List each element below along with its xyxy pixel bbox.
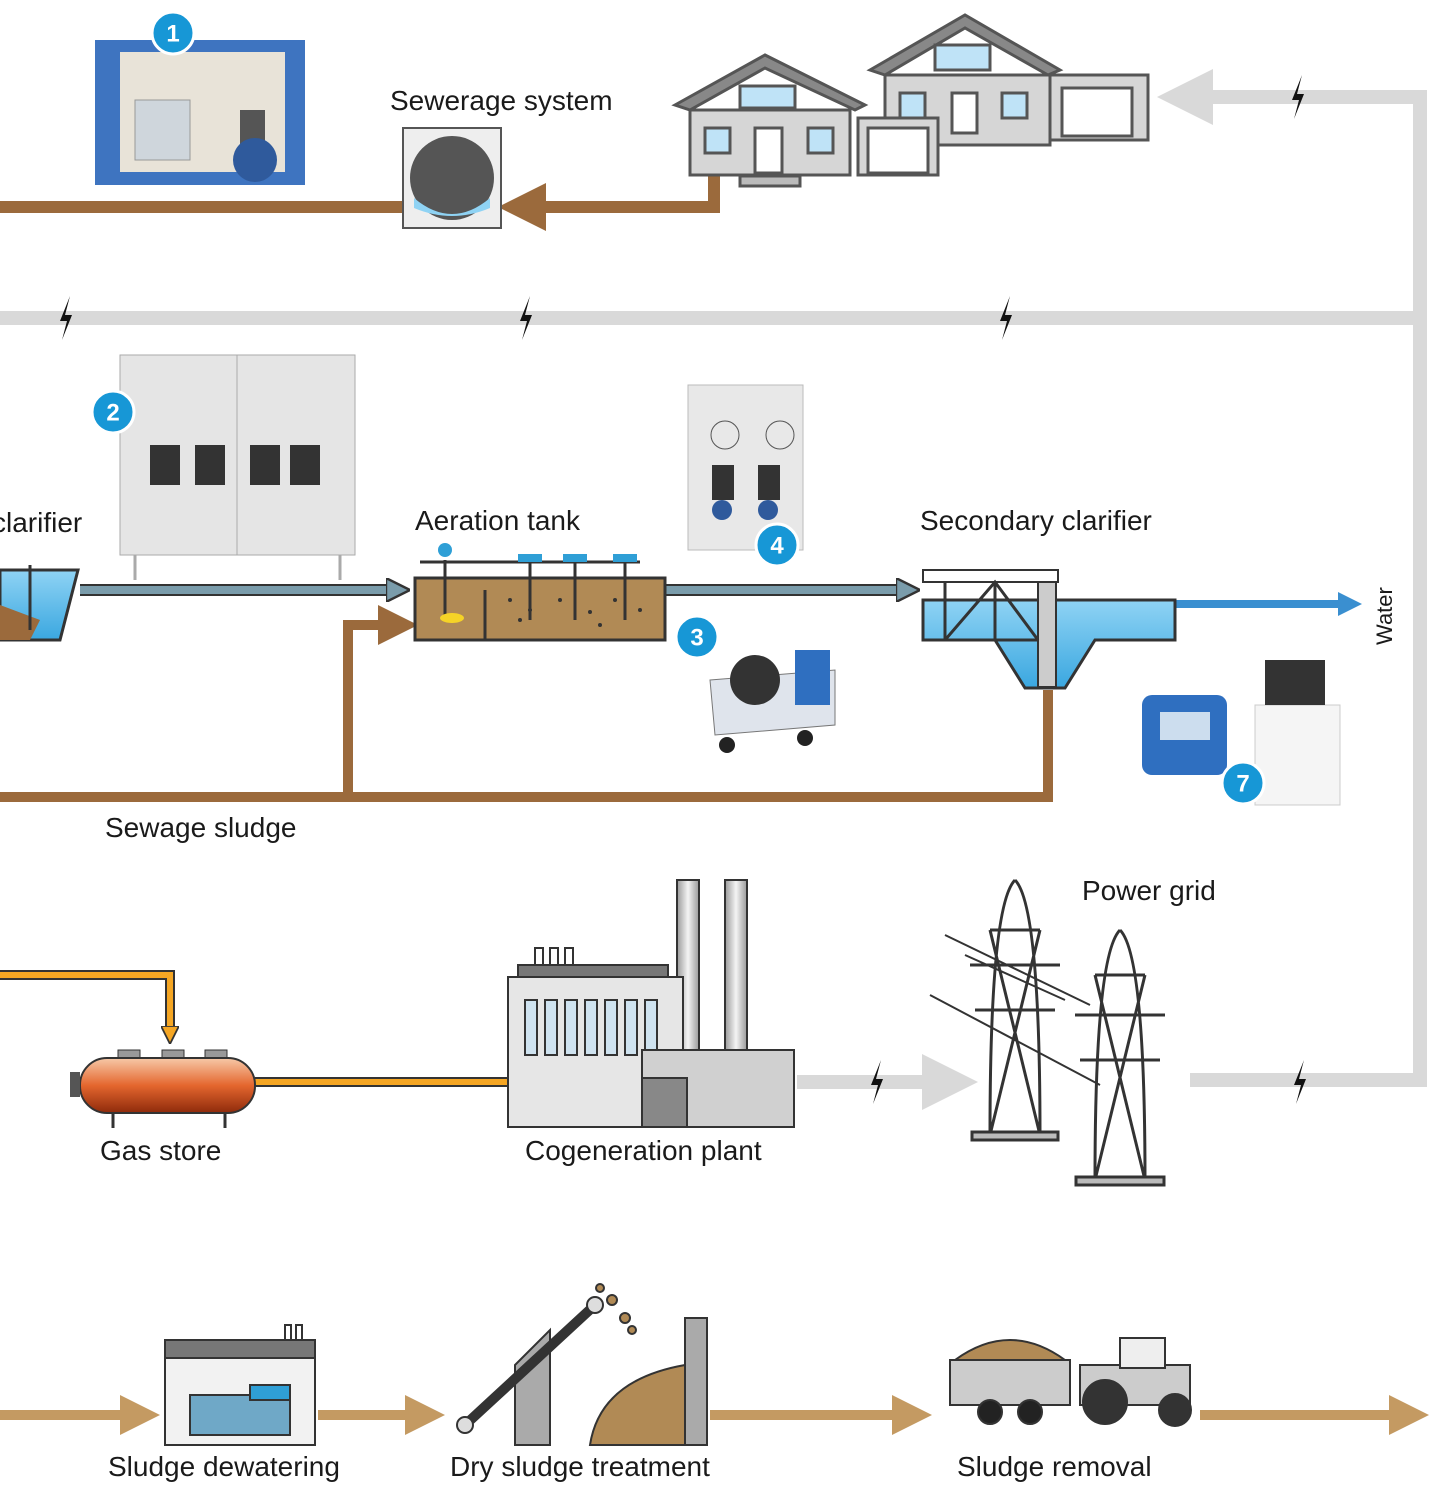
labels: Sewerage system clarifier Aeration tank … bbox=[0, 85, 1397, 1482]
badge: 7 bbox=[1236, 771, 1249, 798]
label: Water bbox=[1372, 587, 1397, 645]
label: clarifier bbox=[0, 507, 82, 538]
mobile-unit-3 bbox=[710, 650, 835, 753]
label: Sludge dewatering bbox=[108, 1451, 340, 1482]
badge: 4 bbox=[770, 533, 784, 560]
label: Aeration tank bbox=[415, 505, 581, 536]
sewerage-box bbox=[403, 128, 501, 228]
aeration-tank bbox=[415, 543, 665, 640]
gas-lines bbox=[0, 975, 512, 1082]
primary-clarifier bbox=[0, 565, 78, 640]
label: Sewage sludge bbox=[105, 812, 296, 843]
dosing-cabinet-2 bbox=[120, 355, 355, 580]
gas-store bbox=[70, 1050, 255, 1128]
badge: 2 bbox=[106, 400, 119, 427]
label: Secondary clarifier bbox=[920, 505, 1152, 536]
diagram: Sewerage system clarifier Aeration tank … bbox=[0, 0, 1429, 1495]
sludge-return bbox=[0, 625, 1048, 797]
label: Dry sludge treatment bbox=[450, 1451, 710, 1482]
label: Gas store bbox=[100, 1135, 221, 1166]
houses bbox=[675, 15, 1148, 186]
power-pylons bbox=[930, 880, 1165, 1185]
label: Power grid bbox=[1082, 875, 1216, 906]
sludge-removal bbox=[950, 1338, 1191, 1426]
dry-sludge-treatment bbox=[457, 1284, 707, 1445]
sludge-dewatering bbox=[165, 1325, 315, 1445]
badge: 1 bbox=[166, 21, 179, 48]
cogeneration-plant bbox=[508, 880, 794, 1127]
label: Cogeneration plant bbox=[525, 1135, 762, 1166]
dosing-station-1 bbox=[95, 40, 305, 185]
badge: 3 bbox=[690, 625, 703, 652]
secondary-clarifier bbox=[923, 570, 1175, 688]
label: Sewerage system bbox=[390, 85, 613, 116]
label: Sludge removal bbox=[957, 1451, 1152, 1482]
